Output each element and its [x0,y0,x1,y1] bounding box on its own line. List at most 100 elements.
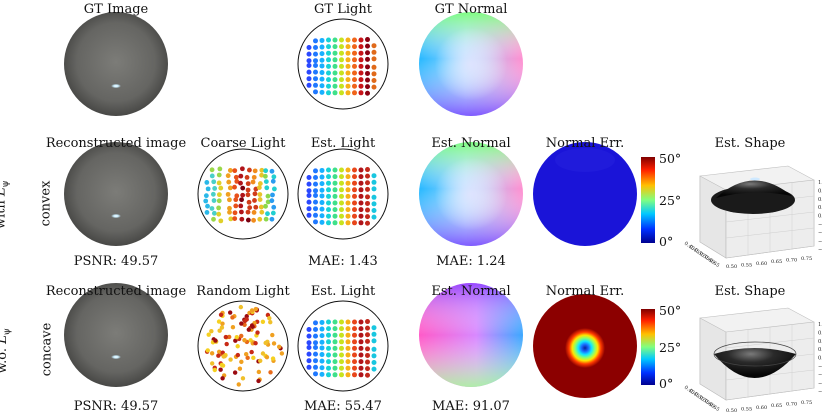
light-direction-dot [263,179,269,184]
light-direction-dot [319,63,325,69]
light-direction-dot [332,63,338,69]
light-direction-dot [204,210,210,215]
light-direction-dot [271,341,277,346]
light-direction-dot [332,372,338,378]
light-direction-dot [252,198,257,203]
light-direction-dot [211,198,217,203]
light-direction-dot [224,341,229,347]
light-direction-dot [319,213,325,219]
light-direction-dot [352,352,357,358]
light-direction-dot [345,187,351,193]
light-direction-dot [306,327,312,332]
light-direction-dot [205,348,210,353]
light-direction-dot [313,51,318,57]
light-direction-dot [339,167,344,173]
light-direction-dot [257,192,263,197]
title-gt-image: GT Image [83,2,149,17]
x-axis-tick: 0.65 [771,259,782,265]
light-direction-dot [230,315,235,320]
light-direction-dot [306,76,312,82]
light-direction-dot [257,197,263,202]
light-direction-dot [365,319,370,325]
y-axis-tick: 0.55 [698,251,711,262]
light-direction-dot [332,345,338,351]
light-direction-dot [326,174,331,180]
light-direction-dot [319,206,325,212]
light-direction-dot [352,187,357,193]
light-direction-dot [313,358,318,364]
light-direction-dot [257,181,263,186]
x-axis-tick: 0.60 [756,261,767,267]
light-direction-dot [371,49,377,55]
z-axis-tick: 0.00 [818,356,822,362]
light-direction-dot [371,214,377,220]
light-direction-dot [358,83,364,89]
light-direction-dot [313,364,318,370]
light-direction-dot [332,193,338,199]
light-direction-dot [339,50,344,56]
light-direction-dot [269,216,275,222]
light-direction-dot [263,340,268,346]
r2-normal-mae: MAE: 91.07 [432,399,510,414]
light-direction-dot [371,208,377,213]
light-direction-dot [371,194,377,200]
light-direction-dot [270,192,275,198]
r2-cbar-tick-25: 25° [659,340,682,355]
z-axis-tick: −0.50 [818,372,822,378]
light-direction-dot [332,339,338,345]
light-direction-dot [332,332,338,338]
light-direction-dot [326,63,331,69]
light-direction-dot [319,345,325,351]
light-direction-dot [232,168,238,174]
r1-psnr: PSNR: 49.57 [73,254,159,269]
light-direction-dot [239,166,245,172]
light-direction-dot [306,63,312,68]
light-direction-dot [264,185,270,191]
light-direction-dot [365,43,370,49]
title-r2-estlight: Est. Light [310,284,376,299]
light-direction-dot [227,310,233,315]
light-direction-dot [313,38,318,44]
light-direction-dot [233,203,239,209]
light-direction-dot [358,180,364,186]
x-axis-tick: 0.65 [771,403,782,409]
light-direction-dot [371,173,377,179]
light-direction-dot [332,359,338,365]
light-direction-dot [226,334,232,340]
light-direction-dot [247,205,253,211]
light-direction-dot [245,192,251,198]
light-direction-dot [313,340,318,346]
light-direction-dot [270,356,276,361]
z-axis-tick: −0.75 [818,239,822,245]
light-direction-dot [319,200,325,206]
title-r1-estlight: Est. Light [310,136,376,151]
light-direction-dot [339,187,344,193]
x-axis-tick: 0.55 [741,262,752,268]
light-direction-dot [239,359,244,365]
light-direction-dot [352,83,357,89]
light-direction-dot [319,70,325,76]
gt-light-map [297,18,389,110]
light-direction-dot [365,214,370,220]
light-direction-dot [345,44,351,50]
light-direction-dot [319,339,325,345]
light-direction-dot [339,345,344,351]
light-direction-dot [259,172,264,178]
light-direction-dot [358,372,364,378]
gt-image-sphere [64,12,168,116]
light-direction-dot [263,203,268,209]
light-direction-dot [250,179,256,185]
light-direction-dot [313,76,318,82]
title-r2-err: Normal Err. [545,284,625,299]
light-direction-dot [232,370,238,375]
light-direction-dot [313,199,318,205]
light-direction-dot [345,70,351,76]
light-direction-dot [358,207,364,213]
light-direction-dot [239,333,244,339]
light-direction-dot [209,206,215,211]
light-direction-dot [345,174,351,180]
light-direction-dot [352,180,357,186]
light-direction-dot [225,173,231,179]
light-direction-dot [339,319,344,325]
